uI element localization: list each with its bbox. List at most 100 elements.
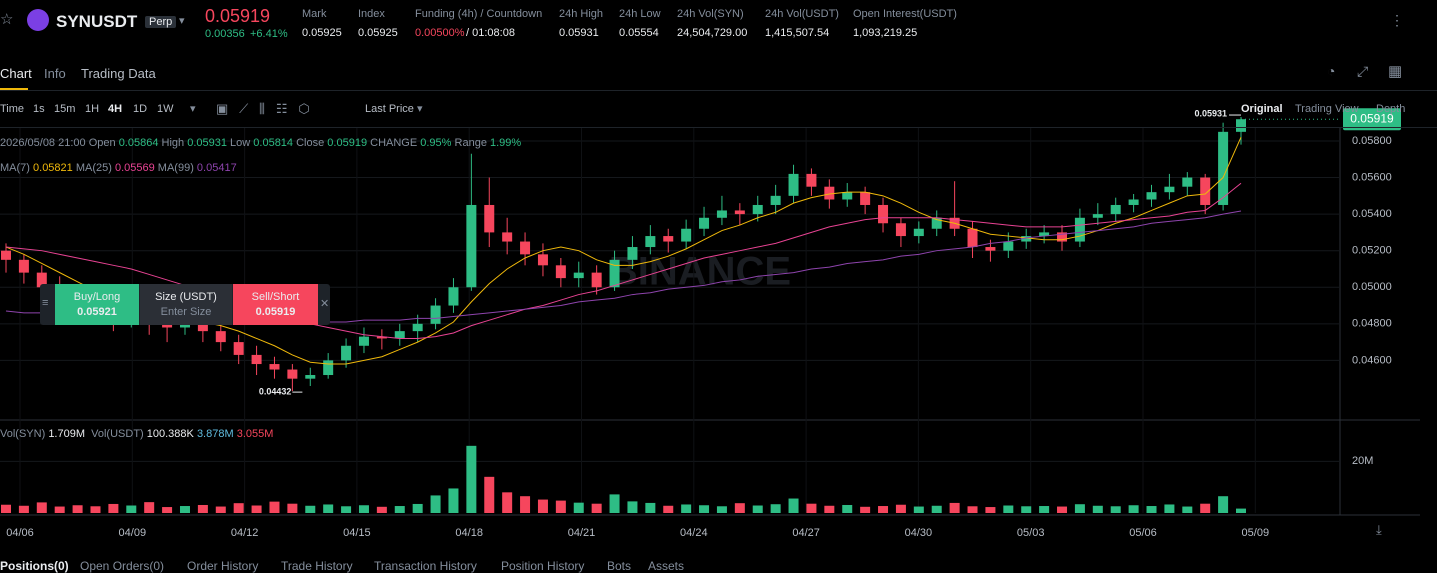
dropdown-caret[interactable]: ▾ (417, 103, 423, 115)
y-tick-label: 0.04600 (1352, 354, 1392, 366)
layout-icon[interactable]: ▦ (1388, 63, 1403, 80)
volume-bar (358, 505, 369, 513)
candle-body (663, 236, 674, 242)
star-icon[interactable]: ☆ (0, 11, 14, 28)
drag-handle[interactable]: ≡ (42, 297, 49, 309)
interval[interactable]: Time (0, 103, 25, 115)
candle-body (645, 236, 656, 248)
tool-icons[interactable]: ▣ ⟋ ⫼ ☷ ⬡ (216, 101, 310, 116)
volume-bar (215, 506, 226, 513)
symbol[interactable]: SYNUSDT (56, 12, 138, 31)
legend-value: 3.055M (236, 428, 274, 440)
volume-bar (591, 503, 602, 513)
coin-icon (27, 9, 49, 31)
divider (0, 90, 1437, 91)
bottom-tab[interactable]: Trade History (281, 559, 353, 573)
tab[interactable]: Info (44, 66, 66, 81)
candle-body (1074, 217, 1085, 242)
candle-body (913, 228, 924, 237)
volume-bar (179, 506, 190, 513)
interval[interactable]: 1s (33, 103, 45, 115)
volume-bar (555, 500, 566, 513)
volume-bar (394, 506, 405, 513)
volume-bar (448, 488, 459, 513)
more-icon[interactable]: ⋮ (1390, 12, 1404, 28)
volume-bar (860, 506, 871, 513)
candle-body (502, 232, 513, 242)
volume-bar (1200, 503, 1211, 513)
bottom-tab[interactable]: Bots (607, 559, 632, 573)
bottom-tab[interactable]: Open Orders(0) (80, 559, 165, 573)
candle-body (1182, 177, 1193, 187)
legend-value: 0.05931 (187, 137, 227, 149)
legend-value: 1.99% (490, 137, 522, 149)
stat-value: 0.05925 (302, 27, 342, 39)
stat-label: 24h Vol(SYN) (677, 8, 744, 20)
view-option[interactable]: Trading View (1295, 103, 1359, 115)
sell-button[interactable]: Sell/Short 0.05919 (233, 284, 318, 325)
scroll-end-icon[interactable]: ⤓ (1376, 522, 1382, 537)
volume-bar (806, 503, 817, 513)
view-option[interactable]: Depth (1376, 103, 1406, 115)
legend-value: 0.05864 (118, 137, 159, 149)
volume-bar (1074, 504, 1085, 513)
volume-bar (251, 505, 262, 513)
size-label: Size (USDT) (155, 291, 217, 303)
bottom-tab[interactable]: Order History (187, 559, 259, 573)
volume-bar (1218, 496, 1229, 513)
candle-body (985, 247, 996, 251)
stat-extra: / 01:08:08 (466, 27, 515, 39)
legend-value: 0.05821 (33, 162, 73, 174)
candle-body (895, 223, 906, 237)
tab[interactable]: Trading Data (81, 66, 156, 81)
bell-icon[interactable]: ◔ (1327, 63, 1336, 79)
interval[interactable]: 1H (85, 103, 100, 115)
candle-body (1236, 119, 1246, 132)
volume-bar (72, 505, 83, 513)
volume-bar (699, 505, 710, 513)
candle-body (699, 217, 710, 229)
candle-body (860, 192, 871, 205)
bottom-tab[interactable]: Position History (501, 559, 585, 573)
volume-bar (1003, 505, 1014, 513)
legend-value: 0.05417 (196, 162, 237, 174)
dropdown-caret[interactable]: ▾ (190, 103, 196, 115)
volume-bar (770, 504, 781, 513)
expand-icon[interactable]: ⤢ (1357, 63, 1369, 79)
candle-body (1218, 131, 1229, 205)
volume-bar (1182, 506, 1193, 513)
candle-body (681, 228, 692, 242)
candle-body (609, 259, 620, 288)
volume-bar (430, 495, 441, 513)
interval[interactable]: 15m (54, 103, 76, 115)
view-option[interactable]: Original (1241, 103, 1283, 115)
x-tick-label: 05/06 (1129, 527, 1157, 539)
stat-value: 0.05931 (559, 27, 599, 39)
dropdown-caret[interactable]: ▾ (179, 15, 185, 27)
candle-body (1092, 214, 1103, 218)
interval[interactable]: 1W (157, 103, 174, 115)
y-tick-label: 0.05000 (1352, 281, 1392, 293)
ma-legend: MA(7) 0.05821 MA(25) 0.05569 MA(99) 0.05… (0, 162, 237, 174)
size-input[interactable]: Size (USDT) Enter Size (140, 284, 232, 325)
candle-body (1003, 241, 1014, 251)
close-icon[interactable]: ✕ (320, 298, 330, 310)
bottom-tab[interactable]: Assets (648, 559, 685, 573)
sell-label: Sell/Short (251, 291, 300, 303)
price-type[interactable]: Last Price (365, 103, 414, 115)
candle-body (1146, 192, 1157, 200)
legend-label: MA(99) (157, 162, 194, 174)
interval[interactable]: 1D (133, 103, 148, 115)
volume-bar (108, 503, 119, 513)
interval[interactable]: 4H (108, 103, 123, 115)
bottom-tab[interactable]: Transaction History (374, 559, 477, 573)
legend-value: 3.878M (196, 428, 234, 440)
tab[interactable]: Chart (0, 66, 32, 81)
volume-bar (734, 503, 745, 513)
candle-body (162, 323, 173, 328)
candle-body (842, 192, 853, 200)
bottom-tab[interactable]: Positions(0) (0, 559, 69, 573)
buy-button[interactable]: Buy/Long 0.05921 (55, 284, 139, 325)
legend-label: MA(25) (75, 162, 112, 174)
trade-widget: ≡ Buy/Long 0.05921 Size (USDT) Enter Siz… (40, 284, 330, 325)
